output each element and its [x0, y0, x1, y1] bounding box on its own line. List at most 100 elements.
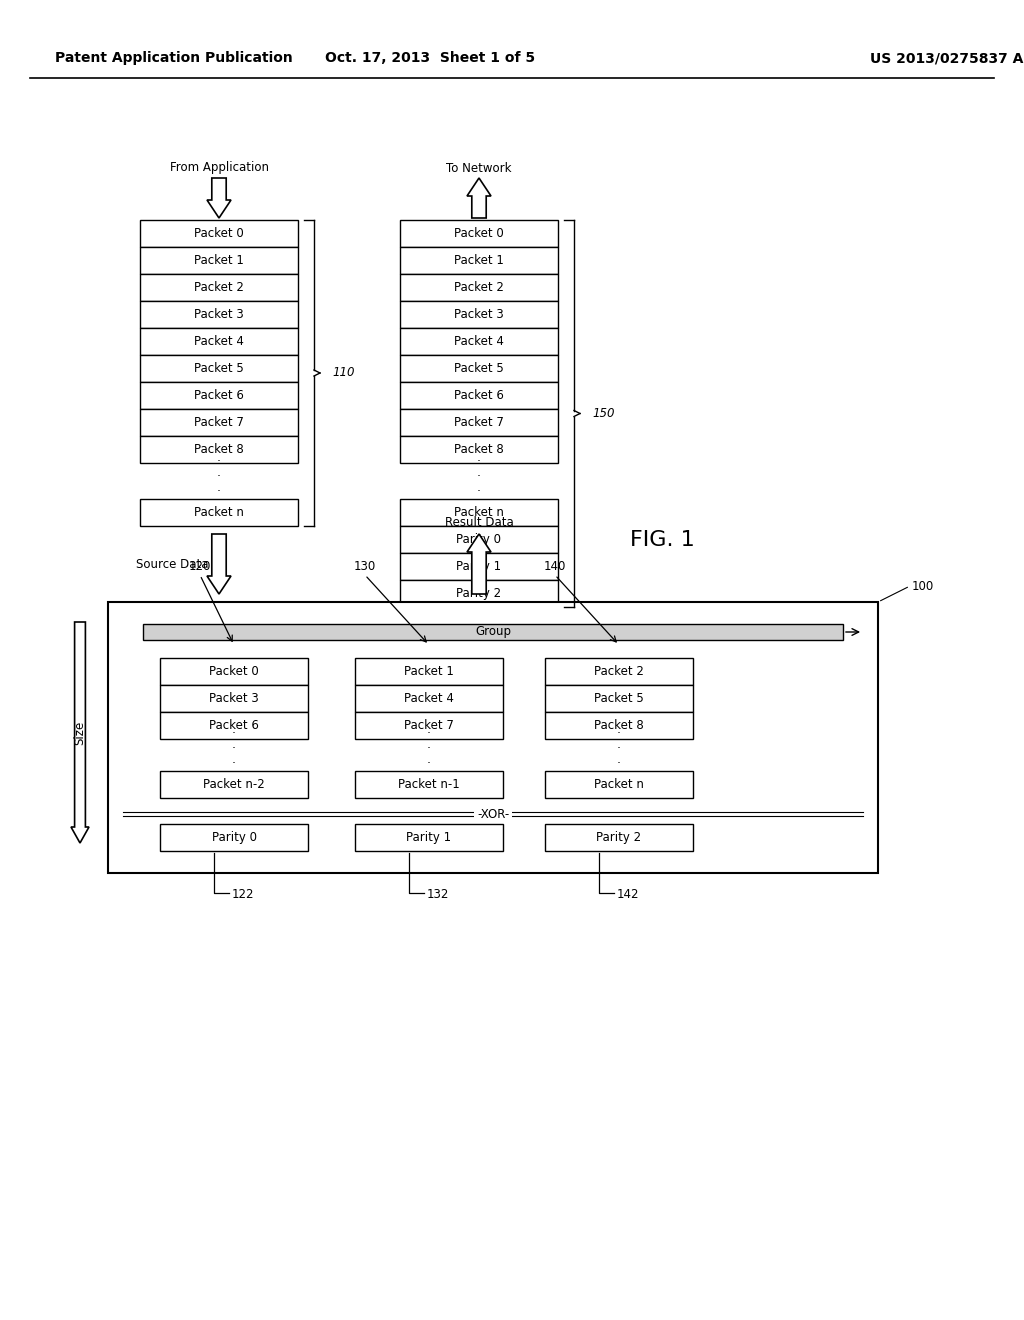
FancyBboxPatch shape — [400, 275, 558, 301]
Text: 110: 110 — [332, 367, 354, 380]
Text: ·
·
·: · · · — [477, 455, 481, 499]
Text: ·
·
·: · · · — [427, 727, 431, 771]
FancyBboxPatch shape — [400, 436, 558, 463]
Text: Packet n-2: Packet n-2 — [203, 777, 265, 791]
FancyBboxPatch shape — [140, 409, 298, 436]
Text: 122: 122 — [232, 888, 255, 902]
Text: Group: Group — [475, 626, 511, 639]
Text: Packet 7: Packet 7 — [195, 416, 244, 429]
FancyBboxPatch shape — [400, 301, 558, 327]
Text: Packet 5: Packet 5 — [195, 362, 244, 375]
Text: 120: 120 — [188, 561, 211, 573]
Text: 150: 150 — [592, 407, 614, 420]
Text: Size: Size — [74, 721, 86, 744]
FancyBboxPatch shape — [545, 824, 693, 851]
Text: 130: 130 — [354, 561, 376, 573]
FancyBboxPatch shape — [400, 327, 558, 355]
FancyBboxPatch shape — [400, 381, 558, 409]
Text: US 2013/0275837 A1: US 2013/0275837 A1 — [870, 51, 1024, 65]
Polygon shape — [207, 178, 231, 218]
FancyBboxPatch shape — [140, 301, 298, 327]
Text: Packet 8: Packet 8 — [195, 444, 244, 455]
Text: Packet 7: Packet 7 — [454, 416, 504, 429]
FancyBboxPatch shape — [400, 579, 558, 607]
FancyBboxPatch shape — [400, 220, 558, 247]
Text: Parity 1: Parity 1 — [457, 560, 502, 573]
FancyBboxPatch shape — [160, 685, 308, 711]
FancyBboxPatch shape — [160, 657, 308, 685]
FancyBboxPatch shape — [545, 771, 693, 799]
Text: 140: 140 — [544, 561, 566, 573]
Text: Packet 2: Packet 2 — [594, 665, 644, 678]
FancyBboxPatch shape — [355, 711, 503, 739]
Polygon shape — [71, 622, 89, 843]
Text: Packet 4: Packet 4 — [454, 335, 504, 348]
Polygon shape — [467, 535, 490, 594]
FancyBboxPatch shape — [140, 499, 298, 525]
Text: FIG. 1: FIG. 1 — [630, 529, 694, 549]
FancyBboxPatch shape — [140, 220, 298, 247]
FancyBboxPatch shape — [400, 355, 558, 381]
Text: From Application: From Application — [170, 161, 268, 174]
Text: Patent Application Publication: Patent Application Publication — [55, 51, 293, 65]
Text: Packet 1: Packet 1 — [404, 665, 454, 678]
FancyBboxPatch shape — [160, 771, 308, 799]
Text: Packet 0: Packet 0 — [195, 227, 244, 240]
Text: ·
·
·: · · · — [617, 727, 621, 771]
Text: 142: 142 — [617, 888, 640, 902]
Text: Packet 3: Packet 3 — [454, 308, 504, 321]
FancyBboxPatch shape — [400, 525, 558, 553]
FancyBboxPatch shape — [545, 685, 693, 711]
Text: Packet n-1: Packet n-1 — [398, 777, 460, 791]
Text: Packet 1: Packet 1 — [195, 253, 244, 267]
FancyBboxPatch shape — [355, 685, 503, 711]
FancyBboxPatch shape — [355, 824, 503, 851]
Text: Packet 3: Packet 3 — [195, 308, 244, 321]
Text: Packet 1: Packet 1 — [454, 253, 504, 267]
Text: Packet 6: Packet 6 — [209, 719, 259, 733]
Text: Packet n: Packet n — [195, 506, 244, 519]
Text: Packet n: Packet n — [594, 777, 644, 791]
FancyBboxPatch shape — [400, 409, 558, 436]
FancyBboxPatch shape — [545, 657, 693, 685]
Text: Packet 2: Packet 2 — [195, 281, 244, 294]
Text: Packet 0: Packet 0 — [209, 665, 259, 678]
FancyBboxPatch shape — [160, 824, 308, 851]
Text: Packet 5: Packet 5 — [594, 692, 644, 705]
FancyBboxPatch shape — [355, 657, 503, 685]
Text: Parity 1: Parity 1 — [407, 832, 452, 843]
FancyBboxPatch shape — [140, 381, 298, 409]
Text: 100: 100 — [912, 579, 934, 593]
Text: Packet n: Packet n — [454, 506, 504, 519]
Text: Packet 3: Packet 3 — [209, 692, 259, 705]
FancyBboxPatch shape — [143, 624, 843, 640]
Text: -XOR-: -XOR- — [477, 808, 509, 821]
Text: Result Data: Result Data — [444, 516, 513, 528]
FancyBboxPatch shape — [140, 247, 298, 275]
Text: Packet 8: Packet 8 — [594, 719, 644, 733]
FancyBboxPatch shape — [108, 602, 878, 873]
Polygon shape — [207, 535, 231, 594]
Text: To Network: To Network — [446, 161, 512, 174]
Text: Packet 6: Packet 6 — [195, 389, 244, 403]
Text: 132: 132 — [427, 888, 450, 902]
Text: Parity 0: Parity 0 — [457, 533, 502, 546]
Text: Packet 0: Packet 0 — [454, 227, 504, 240]
FancyBboxPatch shape — [400, 499, 558, 525]
FancyBboxPatch shape — [140, 275, 298, 301]
FancyBboxPatch shape — [140, 355, 298, 381]
Text: Packet 6: Packet 6 — [454, 389, 504, 403]
FancyBboxPatch shape — [160, 711, 308, 739]
Text: Source Data: Source Data — [136, 557, 209, 570]
Text: Packet 8: Packet 8 — [454, 444, 504, 455]
FancyBboxPatch shape — [400, 553, 558, 579]
Text: Parity 0: Parity 0 — [212, 832, 256, 843]
Text: ·
·
·: · · · — [217, 455, 221, 499]
Text: ·
·
·: · · · — [232, 727, 236, 771]
Polygon shape — [467, 178, 490, 218]
FancyBboxPatch shape — [400, 247, 558, 275]
FancyBboxPatch shape — [140, 327, 298, 355]
Text: Parity 2: Parity 2 — [457, 587, 502, 601]
Text: Packet 4: Packet 4 — [404, 692, 454, 705]
Text: Packet 5: Packet 5 — [454, 362, 504, 375]
